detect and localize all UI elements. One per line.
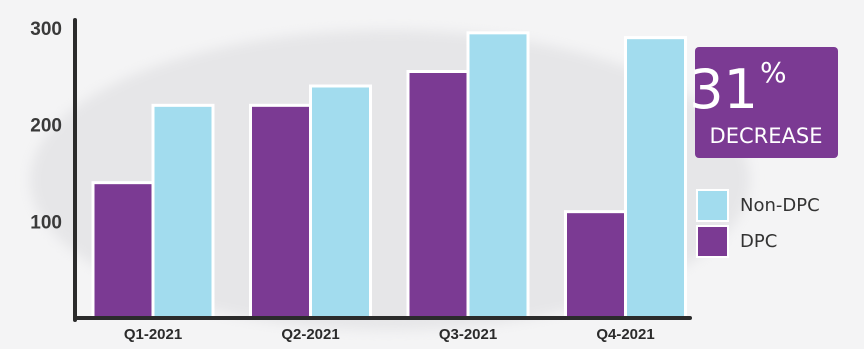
bar-dpc-q2-2021 — [249, 103, 312, 320]
bar-dpc-q1-2021 — [91, 181, 155, 320]
bar-dpc-q4-2021 — [564, 210, 627, 320]
bar-dpc-q3-2021 — [406, 70, 470, 320]
y-tick-label-300: 300 — [30, 19, 62, 40]
y-tick-label-200: 200 — [30, 116, 62, 137]
bar-non-dpc-q1-2021 — [151, 103, 215, 320]
badge-label: DECREASE — [710, 124, 823, 148]
x-tick-label-q1-2021: Q1-2021 — [124, 326, 182, 343]
y-tick-labels: 100 200 300 — [30, 19, 62, 233]
decrease-badge: 31 % DECREASE — [689, 47, 838, 158]
badge-background — [695, 47, 838, 158]
legend-swatch-non-dpc — [696, 189, 729, 222]
x-category-labels: Q1-2021 Q2-2021 Q3-2021 Q4-2021 — [124, 326, 655, 343]
axes-layer — [73, 18, 692, 322]
legend-item-dpc: DPC — [696, 225, 777, 258]
x-tick-label-q4-2021: Q4-2021 — [596, 326, 654, 343]
badge-percent-sign: % — [760, 56, 787, 89]
legend-label-non-dpc: Non-DPC — [740, 195, 820, 216]
x-tick-label-q2-2021: Q2-2021 — [281, 326, 339, 343]
bar-non-dpc-q4-2021 — [624, 36, 687, 320]
legend: Non-DPC DPC — [696, 189, 820, 258]
legend-label-dpc: DPC — [740, 231, 777, 252]
bar-non-dpc-q2-2021 — [309, 84, 372, 320]
bars-layer — [91, 31, 687, 320]
bar-non-dpc-q3-2021 — [466, 31, 530, 320]
x-tick-label-q3-2021: Q3-2021 — [439, 326, 497, 343]
badge-percent-value: 31 — [689, 58, 758, 121]
legend-item-non-dpc: Non-DPC — [696, 189, 820, 222]
y-tick-label-100: 100 — [30, 212, 62, 233]
legend-swatch-dpc — [696, 225, 729, 258]
